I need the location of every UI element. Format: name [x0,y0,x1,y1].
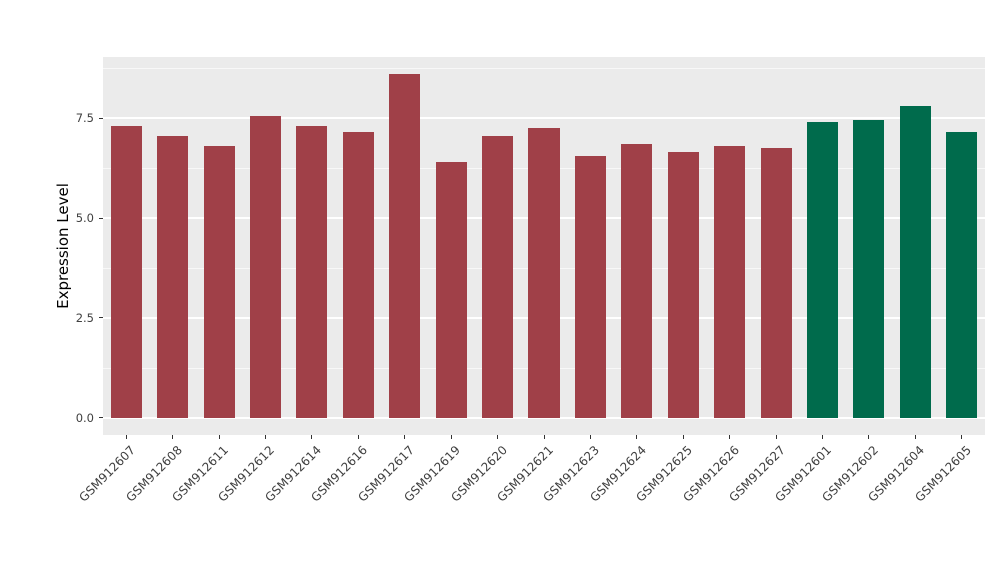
x-tick-mark [961,435,963,439]
gridline-major [103,117,985,119]
y-tick-mark [99,217,103,219]
bar-GSM912604 [899,106,931,418]
x-tick-mark [589,435,591,439]
y-tick-label: 0.0 [75,410,94,425]
bar-GSM912614 [296,126,328,418]
y-tick-mark [99,117,103,119]
bar-GSM912623 [574,156,606,418]
bar-GSM912625 [667,152,699,418]
x-tick-mark [729,435,731,439]
bar-GSM912601 [806,122,839,418]
x-tick-mark [775,435,777,439]
x-tick-mark [357,435,359,439]
bar-GSM912608 [157,136,189,418]
x-tick-mark [636,435,638,439]
bar-GSM912617 [389,74,421,418]
x-tick-mark [125,435,127,439]
bar-GSM912605 [946,132,978,418]
bar-GSM912619 [435,162,467,418]
x-tick-mark [218,435,220,439]
x-tick-mark [497,435,499,439]
x-tick-mark [404,435,406,439]
x-tick-mark [868,435,870,439]
bar-GSM912626 [714,146,746,418]
bar-GSM912607 [110,126,142,418]
x-tick-mark [914,435,916,439]
x-tick-mark [172,435,174,439]
bar-GSM912616 [342,132,374,418]
y-tick-mark [99,417,103,419]
y-axis-title: Expression Level [54,183,72,309]
x-tick-mark [450,435,452,439]
y-tick-mark [99,317,103,319]
chart-panel [103,57,985,435]
bar-GSM912627 [760,148,792,418]
bar-GSM912621 [528,128,560,418]
x-tick-mark [682,435,684,439]
y-tick-label: 2.5 [75,310,94,325]
x-tick-mark [264,435,266,439]
bar-GSM912624 [621,144,653,418]
gridline-major [103,417,985,419]
bar-GSM912602 [853,120,885,418]
bar-GSM912611 [203,146,235,418]
y-tick-label: 7.5 [75,111,94,126]
x-tick-mark [822,435,824,439]
x-tick-mark [311,435,313,439]
x-tick-mark [543,435,545,439]
y-tick-label: 5.0 [75,211,94,226]
gridline-minor [103,67,985,69]
bar-GSM912612 [249,116,282,418]
bar-GSM912620 [482,136,514,418]
